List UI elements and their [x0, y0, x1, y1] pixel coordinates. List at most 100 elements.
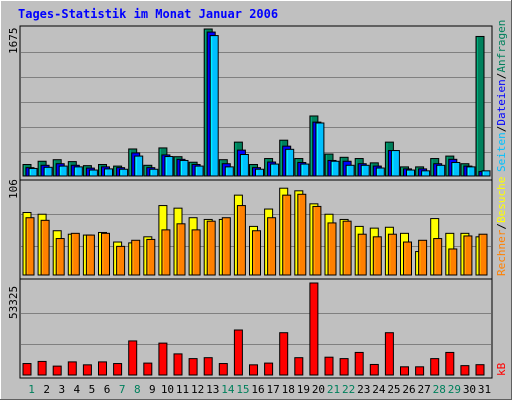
bar-fill	[475, 364, 485, 376]
bar-seiten-day-31	[481, 170, 491, 177]
bar-fill	[330, 160, 340, 177]
bar-fill	[267, 217, 277, 276]
bar-rechner-day-16	[252, 230, 261, 276]
bar-kb-day-29	[445, 351, 455, 376]
visits-ymax-label: 106	[7, 179, 20, 199]
bar-rechner-day-22	[342, 220, 352, 276]
bar-kb-day-14	[218, 363, 228, 376]
bar-kb-day-10	[158, 342, 168, 376]
bar-fill	[85, 234, 95, 276]
bar-fill	[375, 167, 385, 177]
x-tick-label-day-2: 2	[43, 383, 50, 396]
x-tick-label-day-13: 13	[206, 383, 219, 396]
bar-seiten-day-4	[73, 166, 83, 177]
legend-seiten: Seiten	[495, 132, 508, 172]
bar-fill	[460, 365, 470, 376]
x-tick-label-day-3: 3	[58, 383, 65, 396]
bar-rechner-day-3	[55, 238, 65, 276]
x-tick-label-day-24: 24	[372, 383, 386, 396]
bar-kb-day-5	[82, 364, 92, 376]
bar-fill	[279, 332, 289, 376]
bar-fill	[206, 220, 216, 276]
bar-kb-day-21	[324, 356, 334, 376]
bar-kb-day-26	[400, 366, 409, 376]
bar-fill	[339, 358, 349, 376]
bar-fill	[98, 361, 107, 376]
bar-fill	[37, 360, 47, 376]
bar-seiten-day-28	[436, 164, 446, 177]
bar-fill	[315, 122, 325, 177]
bar-fill	[119, 168, 129, 177]
bar-fill	[300, 163, 310, 177]
bar-kb-day-23	[354, 351, 364, 376]
bar-fill	[415, 366, 425, 376]
bar-rechner-day-5	[85, 234, 95, 276]
bar-fill	[345, 164, 355, 177]
bar-rechner-day-18	[282, 194, 292, 276]
bar-fill	[67, 361, 77, 376]
bar-fill	[403, 241, 412, 276]
bar-fill	[384, 332, 394, 376]
x-tick-label-day-6: 6	[104, 383, 111, 396]
bar-rechner-day-25	[387, 233, 397, 276]
bar-rechner-day-8	[131, 239, 141, 276]
legend-besuche: Besuche	[495, 177, 508, 223]
x-tick-label-day-12: 12	[191, 383, 204, 396]
x-tick-label-day-20: 20	[312, 383, 325, 396]
bar-seiten-day-27	[421, 170, 431, 177]
bar-seiten-day-12	[194, 165, 204, 177]
legend-anfragen: Anfragen	[495, 20, 508, 73]
bar-rechner-day-10	[161, 229, 171, 276]
bar-fill	[436, 164, 446, 177]
bar-fill	[128, 340, 138, 376]
x-tick-label-day-10: 10	[161, 383, 174, 396]
bar-seiten-day-26	[406, 169, 415, 177]
legend-dateien: Dateien	[495, 79, 508, 125]
x-tick-label-day-11: 11	[176, 383, 189, 396]
bar-seiten-day-21	[330, 160, 340, 177]
kb-ymax-label: 53325	[7, 286, 20, 319]
bar-fill	[463, 235, 473, 276]
x-tick-label-day-21: 21	[327, 383, 340, 396]
bar-rechner-day-19	[297, 193, 307, 276]
bar-rechner-day-30	[463, 235, 473, 276]
bar-kb-day-3	[52, 365, 62, 376]
legend-rechner: Rechner	[495, 229, 508, 276]
bar-rechner-day-26	[403, 241, 412, 276]
bar-fill	[101, 232, 110, 276]
bar-fill	[451, 161, 461, 177]
bar-seiten-day-29	[451, 161, 461, 177]
bar-seiten-day-9	[149, 168, 159, 177]
bar-rechner-day-24	[372, 236, 382, 276]
bar-fill	[421, 170, 431, 177]
bar-fill	[324, 356, 334, 376]
x-tick-label-day-18: 18	[282, 383, 295, 396]
bar-fill	[131, 239, 141, 276]
bar-fill	[161, 229, 171, 276]
x-tick-label-day-9: 9	[149, 383, 156, 396]
bar-kb-day-9	[143, 362, 153, 376]
bar-fill	[387, 233, 397, 276]
bar-fill	[400, 366, 409, 376]
bar-kb-day-20	[309, 282, 319, 376]
x-tick-label-day-16: 16	[251, 383, 264, 396]
bar-rechner-day-11	[176, 223, 186, 276]
bar-fill	[176, 223, 186, 276]
visits-series-legend: Rechner/Besuche	[495, 177, 508, 276]
bar-rechner-day-21	[327, 222, 337, 276]
bar-fill	[188, 358, 198, 376]
x-tick-label-day-26: 26	[402, 383, 415, 396]
bar-seiten-day-24	[375, 167, 385, 177]
bar-seiten-day-14	[224, 166, 234, 177]
bar-fill	[357, 233, 367, 276]
bar-rechner-day-27	[418, 239, 428, 276]
requests-series-legend: Seiten/Dateien/Anfragen	[495, 20, 508, 172]
bar-rechner-day-7	[116, 245, 126, 276]
x-tick-label-day-1: 1	[28, 383, 35, 396]
bar-rechner-day-2	[40, 219, 50, 276]
bar-fill	[285, 148, 295, 177]
bar-fill	[28, 167, 38, 177]
bar-kb-day-6	[98, 361, 107, 376]
bar-seiten-day-3	[58, 165, 68, 177]
